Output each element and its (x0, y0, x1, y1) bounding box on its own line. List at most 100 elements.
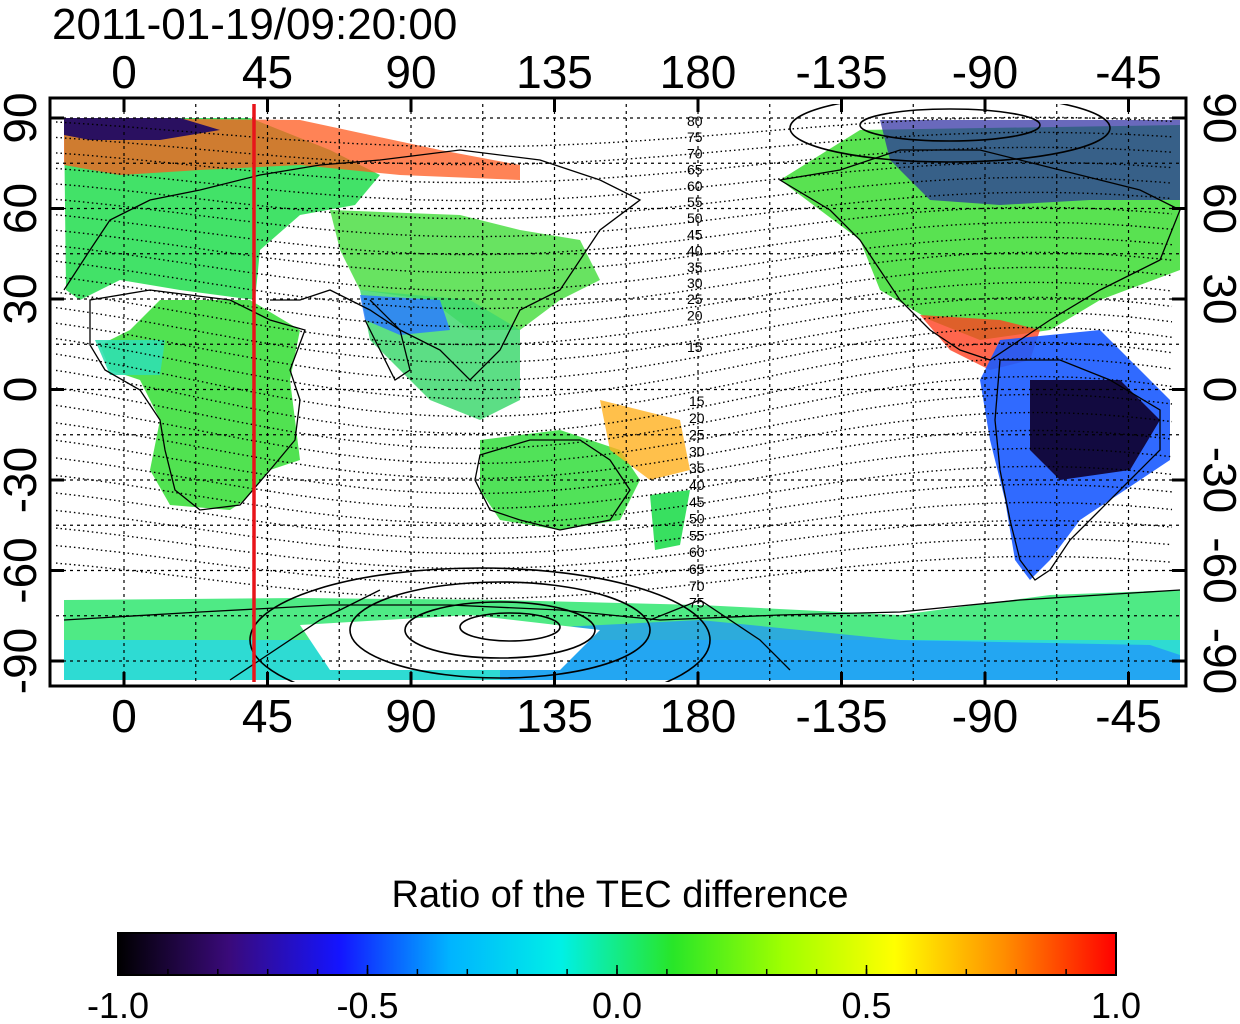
x-tick-label-top: 0 (111, 46, 137, 98)
geomagnetic-contour-line (56, 116, 1173, 148)
contour-label-south: 55 (689, 527, 705, 543)
x-tick-label-top: 135 (516, 46, 593, 98)
contour-labels: 8075706560555045403530252015152025303540… (687, 113, 705, 611)
tec-region-antarctic-blue (500, 620, 1180, 680)
coastline-south-america (994, 359, 1161, 581)
y-tick-label-right: 0 (1194, 377, 1240, 403)
colorbar-title: Ratio of the TEC difference (391, 874, 849, 916)
contour-label-south: 75 (689, 595, 705, 611)
contour-label-south: 50 (689, 511, 705, 527)
y-tick-label-left: -60 (0, 537, 46, 603)
contour-label-south: 60 (689, 544, 705, 560)
tec-region-nz (650, 490, 690, 550)
x-tick-label-bottom: -45 (1095, 690, 1161, 742)
contour-label-south: 25 (689, 427, 705, 443)
tec-region-pacific-hot (600, 400, 690, 480)
contour-label-north: 45 (687, 226, 703, 242)
geomagnetic-contour-line (56, 483, 1173, 540)
y-tick-label-left: -90 (0, 628, 46, 694)
x-tick-label-bottom: -135 (795, 690, 887, 742)
x-tick-label-top: -90 (952, 46, 1018, 98)
geomagnetic-contour-line (56, 447, 1173, 510)
y-tick-label-left: -30 (0, 447, 46, 513)
y-tick-label-left: 0 (0, 377, 46, 403)
geomagnetic-contour-line (56, 341, 1173, 418)
x-tick-label-bottom: 180 (660, 690, 737, 742)
y-tick-label-right: 30 (1194, 273, 1240, 324)
contour-label-north: 20 (687, 307, 703, 323)
coastline-india (364, 299, 411, 381)
x-tick-label-top: -135 (795, 46, 887, 98)
geomagnetic-contour-line (56, 357, 1173, 435)
colorbar-tick-label: 0.0 (592, 985, 642, 1024)
contour-label-south: 45 (689, 494, 705, 510)
coastline-antarctic-curve (229, 589, 381, 681)
geomagnetic-contour-line (56, 465, 1173, 525)
geomagnetic-contour-line (56, 311, 1173, 382)
x-tick-label-bottom: 135 (516, 690, 593, 742)
coastline-antarctica (63, 589, 1181, 621)
y-tick-label-right: -90 (1194, 628, 1240, 694)
contour-label-south: 15 (689, 393, 705, 409)
x-tick-label-bottom: 45 (242, 690, 293, 742)
axis-tick-marks (50, 98, 1186, 686)
colorbar-tick-label: 1.0 (1091, 985, 1141, 1024)
contour-label-south: 30 (689, 443, 705, 459)
contour-label-north: 75 (687, 129, 703, 145)
colorbar-tick-label: -1.0 (87, 985, 149, 1024)
y-tick-label-right: 90 (1194, 92, 1240, 143)
coastlines (63, 149, 1181, 681)
north-pole-contours (789, 104, 1111, 163)
contour-label-north: 30 (687, 275, 703, 291)
contour-label-south: 70 (689, 578, 705, 594)
geomagnetic-contour-line (56, 251, 1173, 310)
tec-region-asia (330, 210, 600, 330)
coastline-australia (474, 439, 631, 531)
x-tick-label-bottom: -90 (952, 690, 1018, 742)
colorbar-tick-label: -0.5 (336, 985, 398, 1024)
tec-region-africa-west (95, 340, 165, 375)
colorbar-tick-labels: -1.0 -0.5 0.0 0.5 1.0 (87, 985, 1141, 1024)
y-tick-label-left: 90 (0, 92, 46, 143)
contour-label-south: 20 (689, 410, 705, 426)
map-gridlines (56, 104, 1182, 682)
x-tick-label-top: -45 (1095, 46, 1161, 98)
timestamp-title: 2011-01-19/09:20:00 (52, 0, 458, 49)
geomagnetic-contour-line (56, 411, 1173, 480)
y-tick-label-right: 60 (1194, 183, 1240, 234)
contour-label-north: 70 (687, 145, 703, 161)
contour-label-south: 40 (689, 477, 705, 493)
geomagnetic-contour-line (56, 296, 1173, 364)
y-tick-label-left: 30 (0, 273, 46, 324)
contour-label-north: 80 (687, 113, 703, 129)
y-tick-label-right: -60 (1194, 537, 1240, 603)
contour-label-north: 50 (687, 210, 703, 226)
x-tick-label-bottom: 0 (111, 690, 137, 742)
x-tick-label-bottom: 90 (385, 690, 436, 742)
tec-region-arctic-dark (64, 118, 220, 140)
geomagnetic-contour-line (56, 131, 1173, 166)
y-tick-label-left: 60 (0, 183, 46, 234)
contour-label-north: 65 (687, 162, 703, 178)
contour-label-north: 60 (687, 178, 703, 194)
tec-region-south-america-dark (1030, 380, 1160, 480)
geomagnetic-contour-line (56, 393, 1173, 465)
contour-label-south: 35 (689, 460, 705, 476)
y-tick-label-right: -30 (1194, 447, 1240, 513)
geomagnetic-contour-line (56, 326, 1173, 400)
geomagnetic-contour-line (56, 375, 1173, 450)
contour-label-south: 65 (689, 561, 705, 577)
colorbar-ticks (117, 965, 1117, 975)
south-pole-contours (249, 567, 711, 682)
geomagnetic-contour-line (56, 266, 1173, 328)
coastline-antarctic-peninsula (649, 599, 791, 671)
contour-label-north: 35 (687, 259, 703, 275)
coastline-north-america (778, 149, 1181, 361)
geomagnetic-contours (56, 116, 1173, 600)
coastline-europe-asia (63, 149, 642, 381)
contour-label-north: 55 (687, 194, 703, 210)
tec-data-layer (64, 118, 1180, 680)
x-tick-label-top: 180 (660, 46, 737, 98)
